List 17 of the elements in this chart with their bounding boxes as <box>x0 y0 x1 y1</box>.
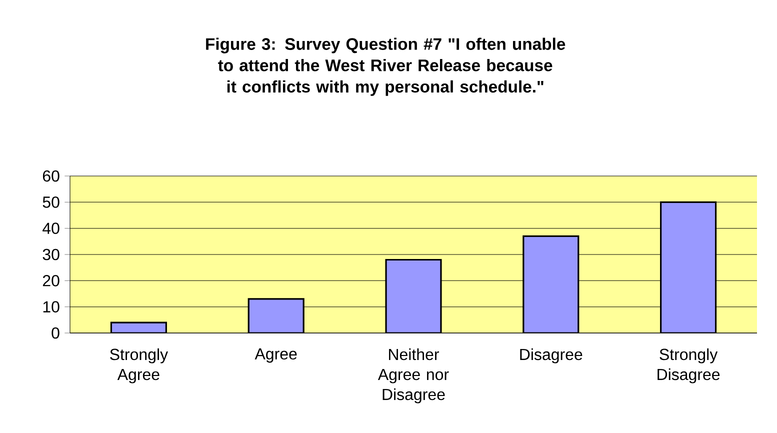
bar <box>248 298 304 333</box>
y-tick-label: 30 <box>42 248 60 260</box>
y-tick-label: 0 <box>52 327 60 339</box>
bar <box>660 201 717 333</box>
y-tick-label: 10 <box>43 301 60 312</box>
x-tick-label: Agree <box>254 348 297 363</box>
x-tick-label: Disagree <box>520 348 582 364</box>
bar <box>522 235 580 333</box>
y-tick-label: 20 <box>42 275 60 286</box>
chart-title: Figure 3: Survey Question #7 "I often unable to attend the West River Release because it conflicts with my personal schedule." <box>206 38 566 96</box>
x-tick-label: Strongly Agree <box>110 348 168 384</box>
y-tick-label: 60 <box>42 170 60 182</box>
y-tick-label: 40 <box>42 222 60 234</box>
y-tick-label: 50 <box>42 196 60 208</box>
x-tick-label: Neither Agree nor Disagree <box>378 348 449 404</box>
bar <box>385 258 442 333</box>
x-tick-label: Strongly Disagree <box>658 348 720 384</box>
